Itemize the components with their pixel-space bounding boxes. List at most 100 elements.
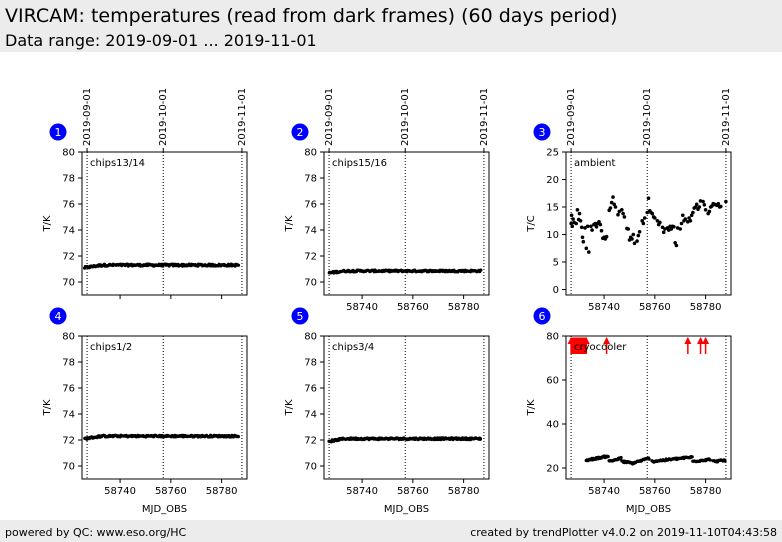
y-tick-label: 70 bbox=[304, 278, 317, 289]
panel-5: 70 72 74 76 78 80 58740 58760 58780 T/K MJD_OBS chi… bbox=[284, 307, 490, 515]
data-point bbox=[697, 205, 702, 209]
panel-label: ambient bbox=[574, 158, 615, 169]
data-point bbox=[236, 263, 241, 267]
y-tick-label: 74 bbox=[62, 410, 75, 421]
panel-number: 1 bbox=[55, 126, 62, 139]
panel-number: 5 bbox=[297, 310, 304, 323]
data-point bbox=[620, 208, 624, 212]
data-point bbox=[589, 224, 593, 229]
data-point bbox=[616, 212, 620, 217]
x-axis-label: MJD_OBS bbox=[142, 504, 187, 515]
y-tick-label: 72 bbox=[62, 252, 75, 263]
y-tick-label: 78 bbox=[62, 174, 75, 185]
x-tick-label: 58760 bbox=[155, 486, 187, 497]
data-point bbox=[606, 455, 610, 459]
data-points bbox=[83, 433, 240, 441]
y-axis-label: T/K bbox=[526, 399, 537, 416]
date-tick-label: 2019-09-01 bbox=[566, 88, 577, 146]
y-tick-label: 70 bbox=[62, 462, 75, 473]
panel-number-marker bbox=[49, 123, 67, 141]
data-point bbox=[723, 459, 727, 463]
data-point bbox=[584, 246, 589, 251]
data-point bbox=[583, 226, 587, 230]
y-tick-label: 78 bbox=[62, 358, 75, 369]
data-point bbox=[631, 232, 636, 237]
panel-number: 6 bbox=[539, 310, 546, 323]
outlier-arrow-head bbox=[603, 337, 611, 344]
data-point bbox=[598, 222, 603, 227]
date-tick-label: 2019-10-01 bbox=[642, 88, 653, 146]
y-tick-label: 78 bbox=[304, 358, 317, 369]
data-point bbox=[608, 206, 613, 210]
data-point bbox=[636, 233, 641, 238]
y-tick-label: 76 bbox=[304, 384, 317, 395]
x-axis-label: MJD_OBS bbox=[384, 504, 429, 515]
y-axis-label: T/K bbox=[284, 215, 295, 232]
data-point bbox=[687, 216, 691, 220]
x-tick-label: 58740 bbox=[588, 302, 620, 313]
x-tick-label: 58740 bbox=[346, 486, 378, 497]
x-tick-label: 58760 bbox=[397, 302, 429, 313]
y-tick-label: 78 bbox=[304, 174, 317, 185]
y-tick-label: 72 bbox=[304, 252, 317, 263]
x-tick-label: 58760 bbox=[639, 302, 671, 313]
data-point bbox=[621, 211, 625, 216]
x-tick-label: 58740 bbox=[104, 486, 136, 497]
y-tick-label: 76 bbox=[304, 200, 317, 211]
report-header: VIRCAM: temperatures (read from dark fra… bbox=[0, 0, 782, 52]
x-tick-label: 58780 bbox=[448, 486, 480, 497]
data-point bbox=[724, 199, 728, 204]
x-tick-label: 58760 bbox=[639, 486, 671, 497]
data-point bbox=[658, 220, 662, 225]
data-point bbox=[571, 217, 575, 221]
data-point bbox=[707, 209, 712, 214]
y-tick-label: 70 bbox=[304, 462, 317, 473]
date-tick-label: 2019-09-01 bbox=[324, 88, 335, 146]
data-point bbox=[653, 216, 657, 220]
y-tick-label: 25 bbox=[546, 148, 559, 159]
y-tick-label: 10 bbox=[546, 230, 559, 241]
data-point bbox=[702, 203, 707, 207]
data-point bbox=[672, 225, 676, 229]
data-point bbox=[703, 208, 708, 212]
data-point bbox=[570, 224, 575, 229]
y-tick-label: 60 bbox=[546, 376, 559, 387]
y-tick-label: 80 bbox=[62, 332, 75, 343]
data-point bbox=[632, 241, 637, 246]
y-axis-label: T/K bbox=[284, 399, 295, 416]
plot-frame bbox=[323, 151, 490, 296]
data-point bbox=[683, 217, 688, 221]
panel-number-marker bbox=[533, 123, 551, 141]
data-point bbox=[661, 230, 666, 235]
data-range-subtitle: Data range: 2019-09-01 ... 2019-11-01 bbox=[5, 31, 317, 50]
data-points bbox=[584, 454, 727, 466]
plot-frame bbox=[81, 151, 248, 296]
panel-1: 2019-09-01 2019-10-01 2019-11-01 70 72 74 76 78… bbox=[42, 88, 248, 299]
y-axis-label: T/K bbox=[42, 399, 53, 416]
data-point bbox=[647, 457, 651, 461]
x-axis-label: MJD_OBS bbox=[626, 504, 671, 515]
data-point bbox=[708, 458, 712, 462]
plot-frame bbox=[565, 151, 732, 296]
panel-3: 2019-09-01 2019-10-01 2019-11-01 0 5 10 15 20 25… bbox=[526, 88, 732, 313]
y-tick-label: 70 bbox=[62, 278, 75, 289]
data-point bbox=[569, 221, 573, 226]
panel-2: 2019-09-01 2019-10-01 2019-11-01 70 72 74 76 78… bbox=[284, 88, 490, 313]
data-point bbox=[641, 221, 646, 226]
outlier-arrow-head bbox=[582, 337, 590, 344]
data-point bbox=[578, 219, 583, 223]
outlier-arrow-head bbox=[702, 337, 710, 344]
panel-number-marker bbox=[533, 307, 551, 325]
data-point bbox=[604, 234, 609, 239]
y-tick-label: 40 bbox=[546, 420, 559, 431]
data-point bbox=[619, 455, 623, 460]
data-point bbox=[669, 227, 674, 231]
data-point bbox=[690, 455, 694, 459]
data-point bbox=[630, 237, 634, 241]
data-point bbox=[646, 196, 651, 200]
data-point bbox=[611, 195, 615, 199]
outlier-arrow-head bbox=[684, 337, 692, 344]
data-point bbox=[678, 227, 682, 231]
y-tick-label: 80 bbox=[304, 148, 317, 159]
